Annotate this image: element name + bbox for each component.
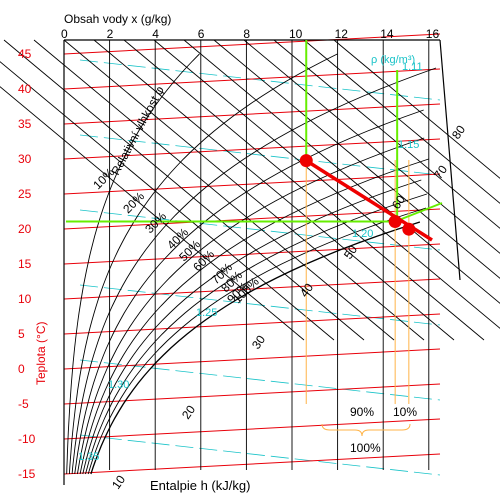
enthalpy-line: [0, 61, 335, 341]
density-line: [79, 434, 441, 476]
x-tick-label: 6: [198, 27, 205, 41]
y-tick-label: 40: [18, 82, 32, 96]
mix-ratio-brace: [321, 423, 411, 437]
rh-curve: [74, 109, 424, 475]
rh-axis-title: Relativní vlhkost φ: [108, 84, 167, 178]
state-point: [388, 215, 402, 228]
enthalpy-line: [333, 39, 500, 179]
y-axis-title: Teplota (°C): [34, 322, 48, 386]
state-point: [402, 222, 416, 236]
mix-ratio-total: 100%: [350, 441, 381, 455]
enthalpy-line: [93, 39, 455, 341]
density-label: 1.15: [398, 139, 419, 151]
y-tick-label: 0: [18, 362, 25, 376]
x-tick-label: 12: [335, 27, 349, 41]
mix-ratio-right: 10%: [393, 405, 417, 419]
temperature-line: [63, 418, 441, 440]
density-unit-label: ρ (kg/m³): [371, 54, 415, 66]
enthalpy-line: [303, 39, 500, 204]
state-point: [299, 154, 313, 168]
chart-frame: [63, 39, 461, 485]
enthalpy-tick-label: 50: [341, 242, 360, 261]
enthalpy-line: [153, 39, 500, 329]
x-tick-label: 8: [243, 27, 250, 41]
x-tick-label: 10: [289, 27, 303, 41]
enthalpy-line: [123, 39, 485, 341]
density-line: [79, 134, 441, 176]
mixing-process: [299, 154, 433, 242]
x-tick-label: 16: [426, 27, 440, 41]
temperature-line: [63, 313, 441, 335]
mix-ratio-left: 90%: [350, 405, 374, 419]
rh-curve: [79, 158, 429, 475]
green-arrow: [394, 202, 443, 223]
y-tick-label: 25: [18, 187, 32, 201]
x-tick-label: 4: [152, 27, 159, 41]
enthalpy-axis-title: Entalpie h (kJ/kg): [150, 478, 250, 493]
temperature-line: [63, 278, 441, 300]
temperature-lines: [63, 33, 441, 475]
density-label: 1.35: [78, 451, 99, 463]
water-content-lines: [63, 40, 430, 470]
green-projection-arrows: [66, 40, 443, 223]
density-label: 1.25: [196, 307, 217, 319]
relative-humidity-curves: [66, 53, 437, 475]
enthalpy-tick-label: 60: [389, 192, 408, 211]
rh-curve: [66, 53, 200, 475]
x-tick-label: 0: [61, 27, 68, 41]
rh-curve: [82, 179, 422, 475]
rh-label: 30%: [142, 209, 169, 236]
enthalpy-tick-label: 20: [179, 402, 198, 421]
x-tick-label: 2: [107, 27, 114, 41]
enthalpy-tick-label: 30: [249, 332, 268, 351]
y-tick-label: 45: [18, 47, 32, 61]
density-line: [79, 284, 441, 326]
y-tick-label: -10: [18, 432, 36, 446]
enthalpy-tick-label: 70: [431, 162, 450, 181]
y-tick-label: -15: [18, 467, 36, 481]
rh-label: 20%: [120, 189, 147, 216]
density-line: [79, 359, 441, 401]
enthalpy-line: [33, 39, 395, 341]
density-label: 1.20: [352, 228, 373, 240]
enthalpy-lines: [0, 39, 500, 341]
density-line: [79, 59, 441, 101]
enthalpy-line: [183, 39, 500, 304]
y-tick-label: 5: [18, 327, 25, 341]
enthalpy-tick-label: 80: [449, 122, 468, 141]
temperature-line: [63, 243, 441, 265]
enthalpy-line: [0, 86, 305, 341]
temperature-line: [63, 208, 441, 230]
enthalpy-line: [213, 39, 500, 279]
temperature-line: [63, 68, 441, 90]
x-tick-label: 14: [380, 27, 394, 41]
density-label: 1.11: [402, 61, 423, 73]
enthalpy-line: [243, 39, 500, 254]
temperature-line: [63, 383, 441, 405]
temperature-line: [63, 33, 441, 55]
temperature-line: [63, 138, 441, 160]
y-tick-label: 10: [18, 292, 32, 306]
enthalpy-line: [63, 39, 425, 341]
rh-curve: [85, 193, 428, 475]
y-tick-label: -5: [18, 397, 29, 411]
enthalpy-line: [273, 39, 500, 229]
rh-curve: [76, 137, 425, 475]
y-tick-label: 20: [18, 222, 32, 236]
density-label: 1.30: [108, 379, 129, 391]
temperature-line: [63, 103, 441, 125]
temperature-line: [63, 453, 441, 475]
y-tick-label: 15: [18, 257, 32, 271]
rh-curve: [71, 67, 437, 475]
y-tick-label: 35: [18, 117, 32, 131]
x-axis-title: Obsah vody x (g/kg): [64, 12, 171, 26]
right-boundary-line: [439, 39, 461, 281]
rh-curve: [68, 53, 338, 475]
orange-guide-lines: [305, 160, 411, 437]
y-tick-label: 30: [18, 152, 32, 166]
enthalpy-tick-label: 40: [297, 280, 316, 299]
enthalpy-tick-label: 10: [109, 472, 128, 491]
